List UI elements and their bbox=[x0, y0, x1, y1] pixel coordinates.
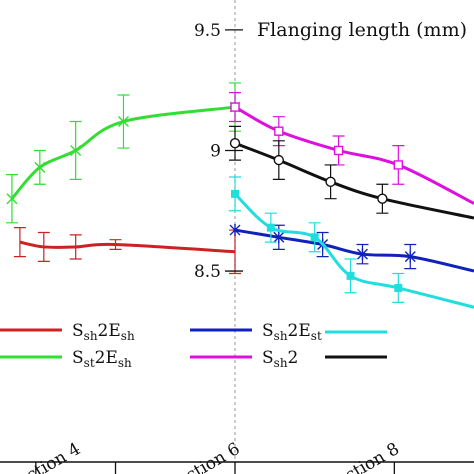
data-point bbox=[273, 231, 285, 244]
series-1 bbox=[5, 82, 242, 224]
x-tick-label: Section 8 bbox=[323, 439, 403, 474]
y-tick-label: 9.5 bbox=[194, 21, 221, 41]
legend-item: Ssh2Est bbox=[190, 321, 322, 343]
data-point bbox=[34, 161, 46, 173]
legend-item: Sst2Esh bbox=[0, 348, 132, 370]
x-tick-label: Section 4 bbox=[4, 439, 84, 474]
plot-area bbox=[5, 0, 474, 474]
series-line bbox=[19, 240, 236, 254]
data-point bbox=[117, 116, 129, 128]
data-point bbox=[230, 102, 240, 112]
data-point bbox=[377, 193, 388, 204]
data-point bbox=[231, 189, 240, 198]
y-axis: Flanging length (mm) 9.5 9 8.5 bbox=[194, 19, 467, 282]
data-point bbox=[274, 126, 284, 136]
data-point bbox=[404, 250, 416, 263]
legend-label: Ssh2 bbox=[262, 348, 298, 370]
data-point bbox=[6, 193, 18, 205]
data-point bbox=[356, 248, 368, 261]
x-axis: Section 4 Section 6 Section 8 bbox=[0, 439, 474, 474]
legend-label: Sst2Esh bbox=[72, 348, 132, 370]
data-point bbox=[394, 283, 403, 292]
x-tick-label: Section 6 bbox=[163, 439, 243, 474]
data-point bbox=[229, 138, 241, 149]
data-point bbox=[273, 154, 285, 166]
data-point bbox=[266, 223, 275, 232]
legend-item: Ssh2Esh bbox=[0, 321, 135, 343]
legend-item: Ssh2 bbox=[190, 348, 298, 370]
data-point bbox=[393, 160, 404, 170]
y-tick-label: 9 bbox=[210, 141, 221, 161]
y-axis-label: Flanging length (mm) bbox=[257, 19, 467, 41]
legend-label: Ssh2Esh bbox=[72, 321, 135, 343]
data-point bbox=[229, 224, 241, 237]
data-point bbox=[310, 233, 319, 242]
legend: Ssh2Esh Ssh2Est Sst2Esh Ssh2 bbox=[0, 321, 387, 370]
series-line bbox=[234, 228, 474, 273]
series-5 bbox=[229, 176, 474, 309]
data-point bbox=[346, 271, 355, 280]
legend-label: Ssh2Est bbox=[262, 321, 322, 343]
data-point bbox=[333, 145, 344, 156]
data-point bbox=[70, 144, 82, 156]
series-3 bbox=[229, 91, 474, 205]
series-4 bbox=[229, 125, 474, 220]
data-point bbox=[325, 176, 336, 188]
y-tick-label: 8.5 bbox=[194, 262, 221, 282]
series-2 bbox=[229, 224, 474, 273]
